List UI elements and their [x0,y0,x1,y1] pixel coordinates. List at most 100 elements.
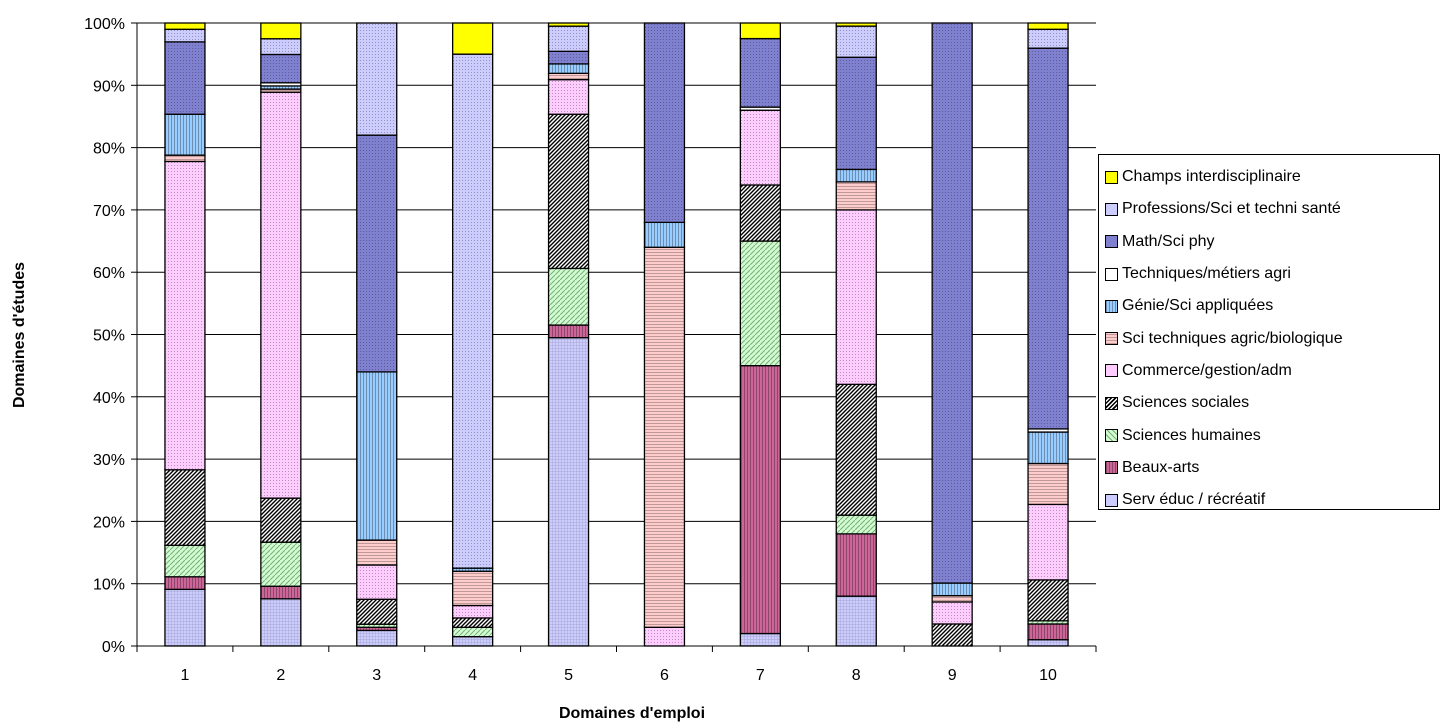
legend-swatch [1105,170,1118,184]
bar-segment-pattern [260,586,301,599]
bar-segment [547,336,590,647]
bar-segment [164,576,206,591]
bar-segment-pattern [836,181,877,210]
bar-segment [547,72,590,81]
bar-segment [260,22,302,40]
bar-segment-outline [835,22,877,27]
legend-swatch [1105,461,1118,475]
bar-segment-pattern [548,114,589,269]
bar-segment-pattern [164,161,205,470]
bar-segment [451,53,494,569]
bar-segment [164,160,206,471]
bar-segment [547,324,590,339]
bar-segment-pattern [836,169,877,182]
x-tick-label: 7 [756,667,765,684]
bar-segment-pattern [1028,504,1069,580]
bar-segment-fill [260,82,301,86]
bar-segment-pattern [1028,579,1069,621]
bar-segment-outline [1027,22,1069,30]
bar-segment [451,604,494,619]
bar-segment-pattern [740,365,781,634]
bar-segment [835,56,877,171]
bar-segment-pattern [356,630,397,646]
bar-segment [164,154,206,163]
bar-segment-fill [1028,428,1069,433]
bar-segment [547,50,590,65]
y-tick-label: 20% [93,514,125,531]
x-tick-label: 4 [468,667,477,684]
bar-segment-pattern [356,23,397,136]
bar-segment [1027,47,1069,430]
bar-segment-pattern [1028,29,1069,49]
bar-segment-outline [356,22,398,136]
bar-segment-pattern [260,92,301,499]
legend-item: Serv éduc / récréatif [1099,484,1439,516]
legend-swatch [1105,332,1118,346]
bar-segment [739,184,781,242]
legend-swatch [1105,202,1118,216]
legend-item: Commerce/gestion/adm [1099,355,1439,387]
bar-segment-pattern [548,51,589,64]
bar-segment [451,626,494,638]
bar-segment-outline [931,22,973,584]
legend-label: Sci techniques agric/biologique [1122,329,1343,347]
bar-segment [164,469,206,546]
bar-segment-pattern [740,38,781,108]
bar-segment-pattern [260,89,301,93]
bar-segment [1027,623,1069,641]
legend-label: Techniques/métiers agri [1122,265,1291,283]
bar-segment-pattern [932,583,973,596]
bar-segment [451,636,494,647]
bar-segment-pattern [644,247,685,628]
bar-segment-pattern [932,23,973,584]
bar-segment-pattern [644,23,685,223]
bar-segment [547,78,590,115]
bar-segment-pattern [1028,463,1069,505]
bar-segment-outline [643,22,686,224]
legend-swatch [1105,429,1118,443]
bar-segment [835,383,877,516]
bar-segment [835,209,877,385]
legend-label: Sciences humaines [1122,426,1261,444]
bar-segment [931,22,973,584]
bar-segment [356,539,398,566]
bar-segment-pattern [452,54,493,569]
bar-segment-pattern [260,54,301,83]
y-tick-label: 50% [93,328,125,345]
bar-segment [260,585,302,600]
bar-segment-outline [547,22,590,27]
bar-segment-pattern [740,184,781,242]
y-tick-label: 80% [93,141,125,158]
bar-segment [1027,639,1069,647]
bar-segment-fill [836,23,877,27]
legend-item: Techniques/métiers agri [1099,258,1439,290]
bar-segment [451,570,494,607]
bar-segment-pattern [548,268,589,326]
bar-segment-pattern [1028,48,1069,429]
bar-segment [931,582,973,597]
legend: Champs interdisciplinaire Professions/Sci… [1098,154,1440,510]
bar-segment [356,134,398,373]
bar-segment [739,364,781,635]
bar-segment-pattern [164,155,205,162]
bar-segment-pattern [164,589,205,646]
bar-segment [1027,22,1069,30]
legend-item: Champs interdisciplinaire [1099,161,1439,193]
bar-segment-pattern [836,596,877,646]
bar-segment-pattern [356,135,397,372]
bar-segment [835,25,877,58]
bar-segment [451,617,494,628]
legend-swatch [1105,493,1118,507]
legend-label: Sciences sociales [1122,394,1250,412]
bar-segment [835,181,877,211]
bar-segment [260,53,302,84]
bars [164,22,1069,647]
bar-segment [835,22,877,27]
bar-segment-pattern [548,73,589,80]
y-tick-label: 10% [93,577,125,594]
bar-segment [1027,28,1069,49]
bar-segment-pattern [164,114,205,156]
x-tick-label: 5 [564,667,573,684]
bar-segment [739,240,781,367]
